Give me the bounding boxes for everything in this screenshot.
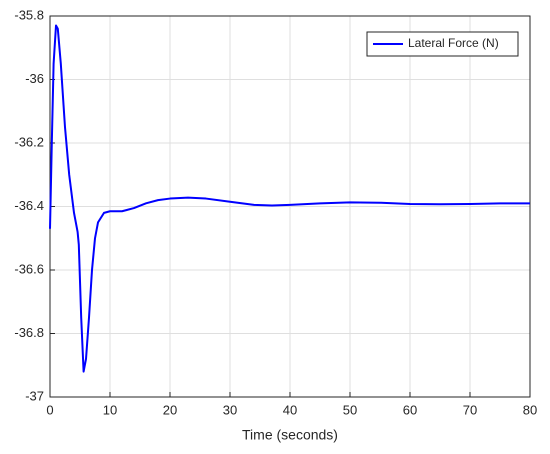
y-tick-label: -36.2 [14,134,44,149]
x-tick-label: 80 [523,402,537,417]
y-tick-label: -35.8 [14,7,44,22]
legend-label: Lateral Force (N) [408,36,499,50]
x-tick-label: 70 [463,402,477,417]
x-tick-label: 10 [103,402,117,417]
x-tick-label: 0 [46,402,53,417]
x-tick-label: 20 [163,402,177,417]
x-axis-label: Time (seconds) [242,427,338,443]
y-tick-label: -36.6 [14,261,44,276]
y-tick-label: -37 [25,388,44,403]
y-tick-label: -36 [25,71,44,86]
x-tick-label: 50 [343,402,357,417]
data-line [49,24,530,373]
y-tick-label: -36.4 [14,198,44,213]
x-tick-label: 60 [403,402,417,417]
y-tick-label: -36.8 [14,325,44,340]
x-tick-label: 40 [283,402,297,417]
x-tick-label: 30 [223,402,237,417]
